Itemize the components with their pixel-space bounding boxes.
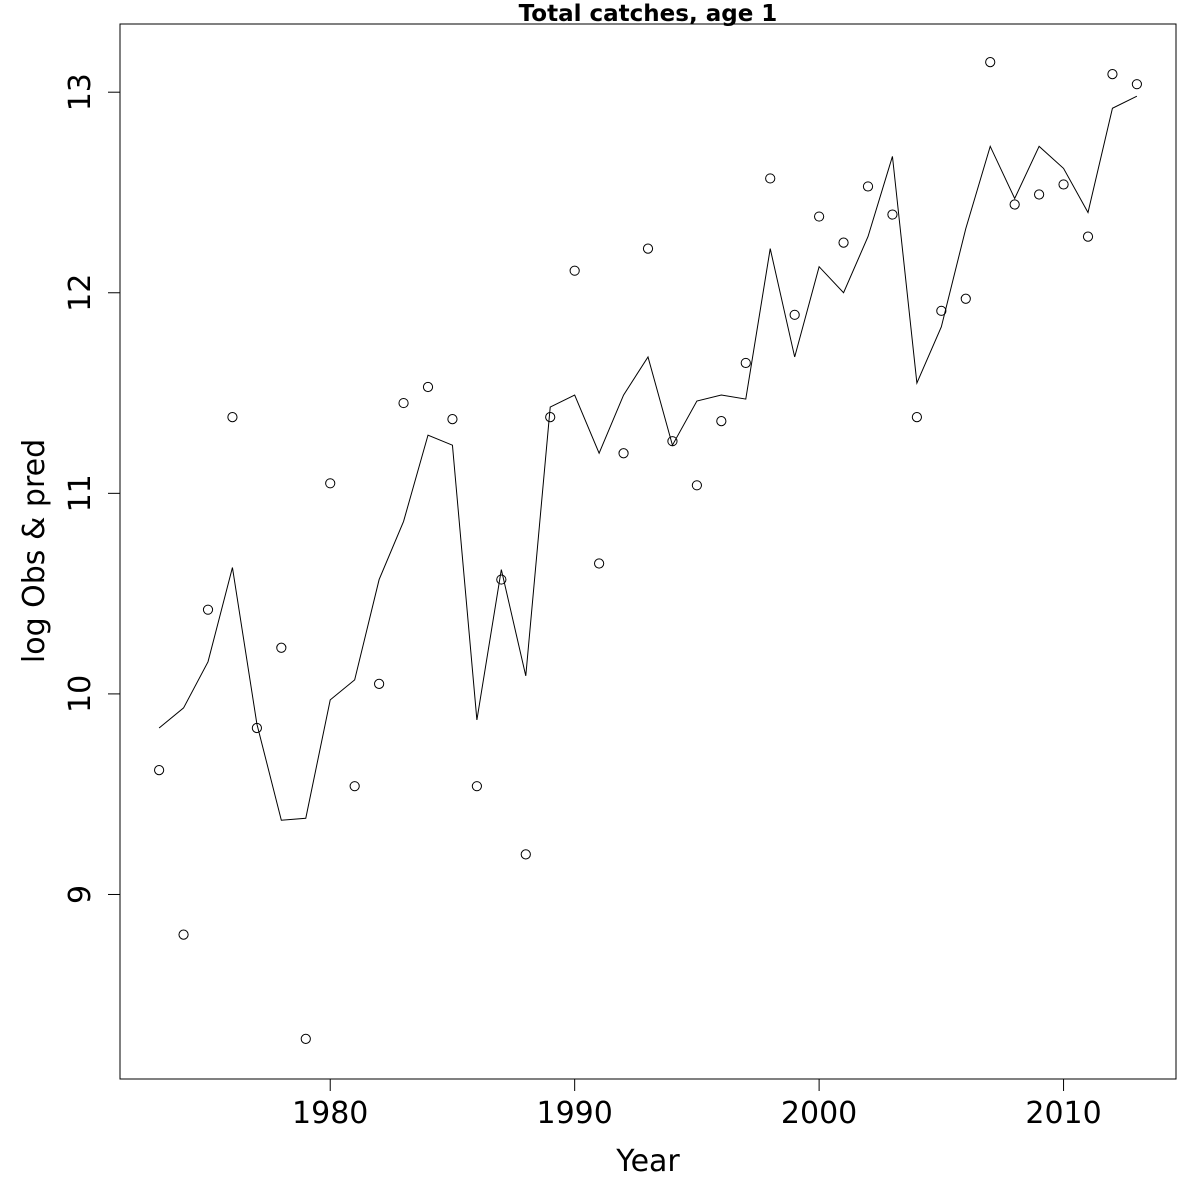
observed-point xyxy=(349,781,360,792)
x-tick-label: 1990 xyxy=(536,1096,612,1131)
observed-point xyxy=(227,412,238,423)
observed-point xyxy=(251,722,262,734)
y-axis: 9 10 11 12 13 xyxy=(63,73,121,904)
y-tick-label: 13 xyxy=(63,73,98,111)
predicted-series xyxy=(158,95,1138,821)
observed-point xyxy=(325,478,336,489)
y-tick-label: 9 xyxy=(63,885,98,904)
observed-point xyxy=(178,929,189,940)
observed-point xyxy=(960,293,971,304)
observed-point xyxy=(520,849,531,860)
observed-point xyxy=(642,243,654,254)
y-axis-label: log Obs & pred xyxy=(17,439,52,663)
y-tick-label: 11 xyxy=(63,474,98,512)
observed-point xyxy=(1082,231,1094,242)
observed-point xyxy=(936,305,947,316)
observed-point xyxy=(569,265,580,276)
observed-point xyxy=(667,436,678,447)
plot-frame xyxy=(119,23,1177,1080)
observed-point xyxy=(422,381,434,393)
predicted-line xyxy=(158,95,1138,821)
observed-point xyxy=(594,558,605,569)
observed-point xyxy=(716,416,727,427)
observed-point xyxy=(887,209,898,220)
observed-point xyxy=(374,678,385,689)
observed-point xyxy=(1131,79,1142,90)
observed-point xyxy=(911,412,922,423)
observed-point xyxy=(1107,69,1118,80)
y-tick-label: 12 xyxy=(63,274,98,312)
observed-point xyxy=(447,414,458,425)
x-tick-label: 1980 xyxy=(292,1096,368,1131)
observed-point xyxy=(202,604,214,615)
observed-point xyxy=(1009,199,1020,210)
observed-point xyxy=(740,357,751,369)
x-tick-label: 2000 xyxy=(781,1096,857,1131)
x-axis: 1980 1990 2000 2010 xyxy=(292,1078,1102,1131)
x-axis-label: Year xyxy=(615,1144,680,1179)
observed-point xyxy=(838,237,849,248)
observed-point xyxy=(471,781,482,792)
observed-point xyxy=(1034,189,1045,200)
observed-series xyxy=(154,57,1142,1044)
observed-point xyxy=(618,448,629,459)
observed-point xyxy=(154,765,165,776)
observed-point xyxy=(862,181,874,192)
chart-title: Total catches, age 1 xyxy=(519,1,778,27)
observed-point xyxy=(691,480,702,491)
observed-point xyxy=(789,309,800,320)
y-tick-label: 10 xyxy=(63,675,98,713)
observed-point xyxy=(398,397,409,409)
observed-point xyxy=(814,211,825,222)
x-tick-label: 2010 xyxy=(1025,1096,1101,1131)
observed-point xyxy=(300,1033,311,1044)
observed-point xyxy=(276,642,287,653)
observed-point xyxy=(1058,179,1069,190)
observed-point xyxy=(765,173,776,184)
observed-point xyxy=(496,574,507,585)
observed-point xyxy=(545,412,556,423)
observed-point xyxy=(985,57,996,68)
